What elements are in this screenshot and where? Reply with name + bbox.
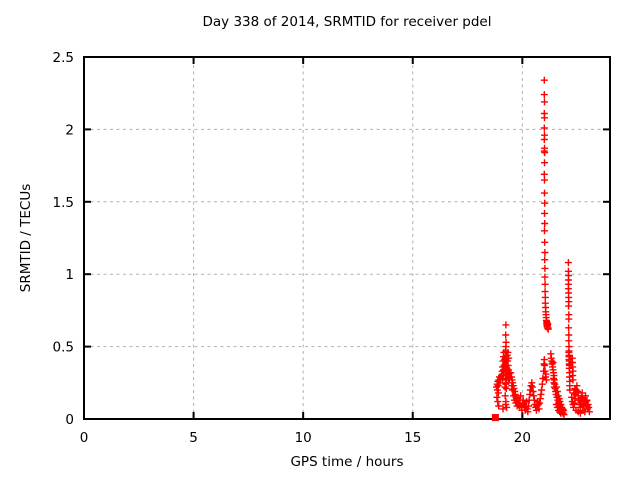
chart-title: Day 338 of 2014, SRMTID for receiver pde… bbox=[202, 14, 492, 30]
data-points bbox=[491, 76, 593, 422]
svg-text:0.5: 0.5 bbox=[53, 340, 74, 356]
svg-text:2: 2 bbox=[65, 122, 74, 138]
svg-text:1.5: 1.5 bbox=[53, 195, 74, 211]
svg-text:0: 0 bbox=[65, 412, 74, 428]
svg-text:10: 10 bbox=[295, 430, 312, 446]
svg-text:1: 1 bbox=[65, 267, 74, 283]
svg-text:20: 20 bbox=[514, 430, 531, 446]
svg-text:0: 0 bbox=[80, 430, 89, 446]
svg-text:5: 5 bbox=[189, 430, 198, 446]
svg-text:2.5: 2.5 bbox=[53, 50, 74, 66]
plot-border bbox=[83, 56, 611, 420]
x-tick-labels: 0 5 10 15 20 bbox=[80, 430, 531, 446]
axis-ticks bbox=[83, 56, 610, 420]
y-tick-labels: 0 0.5 1 1.5 2 2.5 bbox=[53, 50, 74, 428]
gridlines bbox=[84, 57, 610, 419]
svg-text:15: 15 bbox=[404, 430, 421, 446]
y-axis-label: SRMTID / TECUs bbox=[18, 183, 34, 293]
x-axis-label: GPS time / hours bbox=[290, 454, 404, 470]
